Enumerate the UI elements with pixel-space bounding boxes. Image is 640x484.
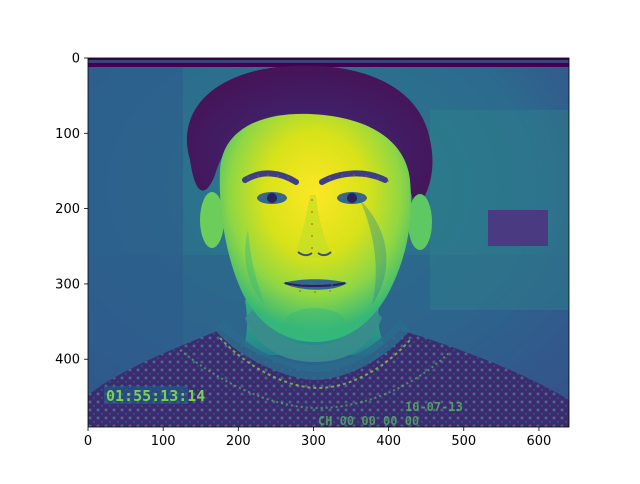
x-axis: 0 100 200 300 400 500 600 [84,427,551,449]
landmark-points [247,174,409,293]
y-tick-label: 0 [72,52,80,67]
y-tick-label: 200 [55,202,80,217]
axes-frame [87,57,570,428]
wall-plaque [488,210,548,246]
left-eyebrow [242,170,299,185]
channel-overlay: CH 00 00 00 00 [318,414,419,428]
image-area: 01:55:13:14 10-07-13 CH 00 00 00 00 [88,58,569,428]
y-axis: 0 100 200 300 400 [55,52,88,368]
x-tick-label: 300 [301,434,326,449]
right-ear [408,194,432,250]
left-ear [200,192,224,248]
timecode-overlay: 01:55:13:14 [106,387,205,405]
x-tick-label: 600 [527,434,552,449]
x-tick-label: 200 [226,434,251,449]
nose [296,195,330,258]
x-tick-label: 100 [151,434,176,449]
x-tick-label: 0 [84,434,92,449]
date-overlay: 10-07-13 [405,400,463,414]
y-tick-label: 300 [55,277,80,292]
sweater-collar [215,318,410,380]
mouth [283,279,347,290]
right-eyebrow [319,170,388,185]
chin [285,308,345,336]
y-tick-label: 100 [55,127,80,142]
y-tick-label: 400 [55,353,80,368]
x-tick-label: 400 [376,434,401,449]
hair [186,65,433,211]
x-tick-label: 500 [451,434,476,449]
